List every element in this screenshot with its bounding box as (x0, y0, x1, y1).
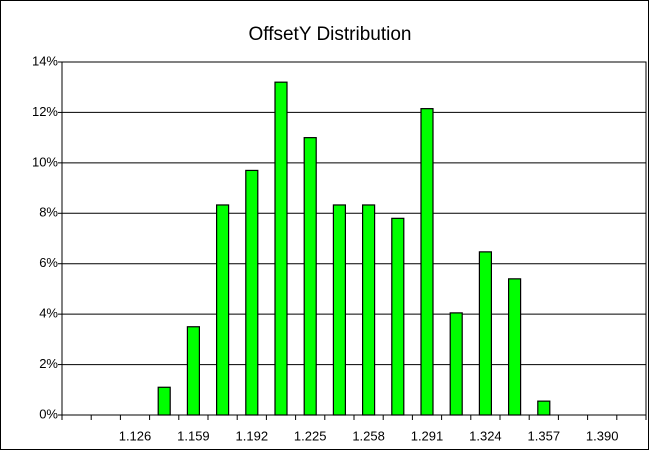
bar (391, 217, 405, 416)
bar (362, 204, 376, 416)
bar (186, 326, 200, 416)
bar (537, 400, 551, 416)
bar (478, 251, 492, 416)
bar (508, 278, 522, 416)
bar (420, 108, 434, 416)
y-tick-label: 10% (32, 154, 58, 169)
bar (274, 81, 288, 416)
x-tick-label: 1.357 (528, 428, 561, 443)
x-tick-label: 1.390 (586, 428, 619, 443)
x-tick-label: 1.159 (177, 428, 210, 443)
bar (216, 204, 230, 416)
x-tick-label: 1.291 (411, 428, 444, 443)
bar (449, 312, 463, 416)
bar (303, 137, 317, 416)
x-tick-label: 1.126 (119, 428, 152, 443)
plot-area (61, 61, 647, 416)
y-tick-label: 14% (32, 53, 58, 68)
y-tick-label: 4% (39, 306, 58, 321)
y-tick-label: 8% (39, 205, 58, 220)
x-tick-label: 1.324 (469, 428, 502, 443)
bar (332, 204, 346, 416)
bar (157, 386, 171, 416)
x-tick-label: 1.192 (236, 428, 269, 443)
y-tick-label: 6% (39, 255, 58, 270)
y-tick-label: 12% (32, 104, 58, 119)
y-tick-label: 2% (39, 356, 58, 371)
bar (245, 169, 259, 416)
chart-title: OffsetY Distribution (249, 24, 412, 45)
y-tick-label: 0% (39, 406, 58, 421)
x-tick-label: 1.258 (352, 428, 385, 443)
x-tick-label: 1.225 (294, 428, 327, 443)
